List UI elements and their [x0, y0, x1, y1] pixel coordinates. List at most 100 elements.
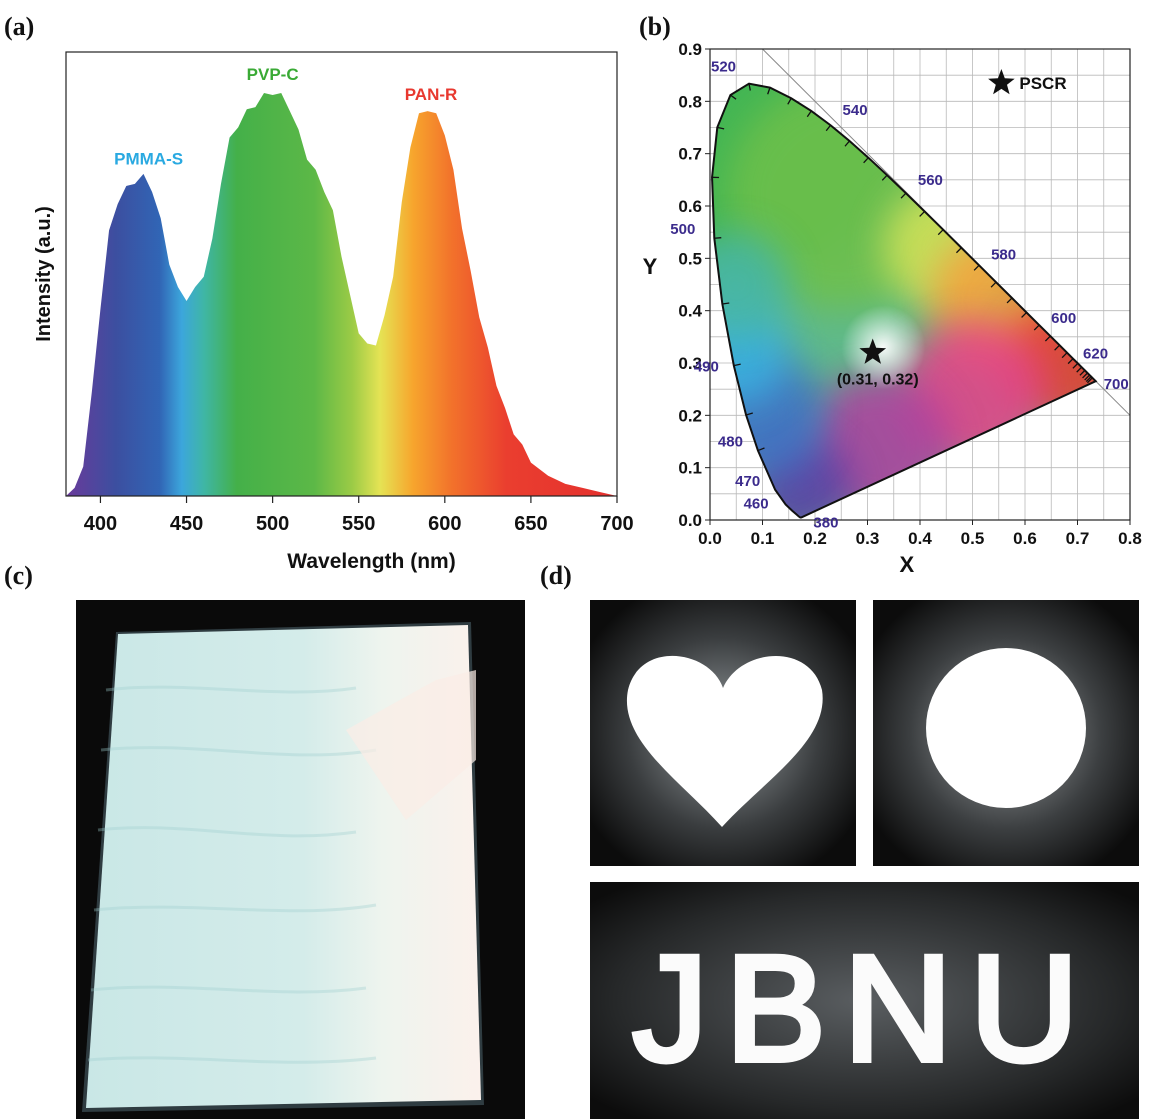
locus-tick-32 [1006, 297, 1013, 304]
cie-x-tick-label-7: 0.7 [1066, 529, 1090, 548]
x-tick-label-700: 700 [600, 513, 633, 535]
x-tick-label-650: 650 [514, 513, 547, 535]
legend-label: PSCR [1019, 74, 1066, 93]
locus-tick-33 [1021, 312, 1027, 318]
locus-tick-16 [717, 126, 725, 130]
x-tick-label-600: 600 [428, 513, 461, 535]
y-axis-label: Intensity (a.u.) [33, 206, 55, 342]
jbnu-letters: JBNU [630, 921, 1097, 1095]
panel-label-a: (a) [4, 12, 35, 41]
locus-tick-11 [745, 412, 753, 416]
locus-tick-25 [881, 174, 888, 181]
spectrum-area [66, 93, 617, 496]
wavelength-label-490: 490 [694, 359, 719, 376]
cie-x-tick-label-6: 0.6 [1013, 529, 1037, 548]
locus-tick-18 [748, 83, 751, 91]
locus-tick-38 [1067, 358, 1074, 365]
wavelength-label-700: 700 [1104, 376, 1129, 393]
locus-tick-27 [919, 210, 926, 217]
wavelength-label-560: 560 [918, 172, 943, 189]
cie-x-tick-label-3: 0.3 [856, 529, 880, 548]
peak-label-pvp-c: PVP-C [247, 65, 299, 84]
locus-tick-37 [1061, 352, 1068, 359]
locus-tick-40 [1076, 366, 1083, 373]
locus-tick-24 [863, 157, 869, 164]
locus-tick-20 [787, 97, 792, 105]
photo-circle-shape [873, 600, 1139, 866]
locus-tick-41 [1079, 369, 1086, 376]
circle-illustration [873, 600, 1139, 866]
cie-y-tick-label-0: 0.0 [678, 511, 702, 530]
x-axis-label: Wavelength (nm) [287, 550, 455, 573]
cie-y-tick-label-3: 0.3 [678, 354, 702, 373]
peak-label-pan-r: PAN-R [405, 85, 458, 104]
spectrum-plot-frame: 400 450 500 550 600 650 700 Wavelength (nm) Inte… [33, 51, 634, 573]
wavelength-label-580: 580 [991, 246, 1016, 263]
x-tick-label-550: 550 [342, 513, 375, 535]
cie-x-tick-label-8: 0.8 [1118, 529, 1142, 548]
locus-tick-28 [937, 229, 944, 236]
sheet-illustration [76, 600, 525, 1119]
cie-y-axis-label: Y [643, 254, 658, 279]
cie-x-tick-label-4: 0.4 [908, 529, 932, 548]
locus-tick-34 [1033, 324, 1040, 331]
panel-label-d: (d) [540, 561, 572, 590]
cie-plot-frame: 0.0 0.1 0.2 0.3 0.4 0.5 0.6 0.7 0.8 0.0 0.1 0.2 0.3 0… [643, 40, 1142, 577]
spectrum-axes-frame [65, 51, 618, 497]
photo-heart-shape [590, 600, 856, 866]
cie-point-star-0 [859, 338, 887, 364]
cie-x-tick-label-5: 0.5 [961, 529, 985, 548]
cie-y-tick-label-8: 0.8 [678, 92, 702, 111]
cie-y-tick-label-2: 0.2 [678, 406, 702, 425]
cie-point-label-0: (0.31, 0.32) [837, 372, 919, 389]
locus-tick-29 [955, 247, 962, 254]
locus-tick-14 [714, 237, 722, 239]
panel-label-b: (b) [639, 12, 671, 41]
cie-x-tick-label-1: 0.1 [751, 529, 775, 548]
x-tick-label-450: 450 [170, 513, 203, 535]
cie-x-tick-label-0: 0.0 [698, 529, 722, 548]
cie-y-tick-label-5: 0.5 [678, 249, 702, 268]
legend-star-icon [988, 69, 1015, 95]
locus-ticks [712, 83, 1093, 452]
panel-label-c: (c) [4, 561, 33, 590]
cie-x-axis-label: X [900, 552, 915, 577]
locus-tick-45 [1086, 377, 1093, 384]
locus-tick-42 [1082, 372, 1088, 379]
locus-tick-30 [973, 264, 980, 271]
locus-tick-26 [900, 192, 907, 199]
wavelength-label-470: 470 [735, 473, 760, 490]
cie-x-tick-label-2: 0.2 [803, 529, 827, 548]
x-tick-label-400: 400 [84, 513, 117, 535]
wavelength-label-520: 520 [711, 59, 736, 76]
heart-shape [626, 655, 823, 827]
wavelength-label-380: 380 [813, 514, 838, 531]
locus-tick-22 [825, 124, 832, 132]
locus-tick-44 [1085, 376, 1092, 383]
locus-tick-13 [722, 302, 730, 305]
photo-jbnu-letters: JBNU [590, 882, 1139, 1119]
locus-tick-31 [990, 281, 997, 288]
wavelength-label-620: 620 [1083, 346, 1108, 363]
x-tick-label-500: 500 [256, 513, 289, 535]
color-blob-10 [712, 232, 789, 337]
wavelength-label-600: 600 [1051, 310, 1076, 327]
wavelength-label-540: 540 [843, 102, 868, 119]
locus-tick-23 [844, 140, 851, 147]
locus-tick-35 [1044, 335, 1051, 342]
wavelength-label-480: 480 [718, 434, 743, 451]
locus-tick-39 [1072, 362, 1079, 369]
cie-y-tick-label-4: 0.4 [678, 302, 702, 321]
heart-illustration [590, 600, 856, 866]
circle-shape [926, 648, 1086, 808]
locus-tick-36 [1054, 344, 1061, 351]
spectrum-chart: 400 450 500 550 600 650 700 Wavelength (nm) Inte… [33, 51, 634, 573]
cie-y-tick-label-9: 0.9 [678, 40, 702, 59]
cie-y-tick-label-6: 0.6 [678, 197, 702, 216]
locus-tick-43 [1084, 374, 1091, 381]
wavelength-label-500: 500 [670, 221, 695, 238]
peak-label-pmma-s: PMMA-S [114, 150, 183, 169]
locus-tick-12 [733, 363, 741, 367]
white-point-glow [813, 277, 954, 418]
cie-y-tick-label-7: 0.7 [678, 145, 702, 164]
